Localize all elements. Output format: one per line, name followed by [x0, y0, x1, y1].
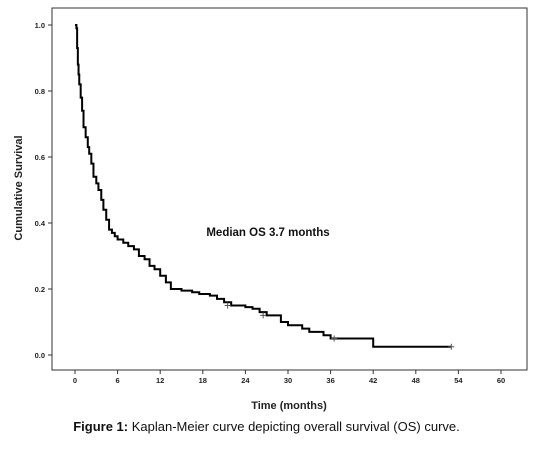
- x-tick-label: 24: [241, 376, 250, 385]
- y-tick-label: 0.8: [35, 87, 45, 96]
- plot-border: [51, 7, 528, 371]
- y-tick-label: 1.0: [35, 21, 45, 30]
- x-tick-label: 60: [497, 376, 505, 385]
- x-tick-label: 30: [284, 376, 292, 385]
- y-tick-label: 0.6: [35, 153, 45, 162]
- x-tick-label: 48: [412, 376, 420, 385]
- figure-caption: Figure 1: Kaplan-Meier curve depicting o…: [0, 418, 533, 436]
- y-tick-label: 0.4: [35, 219, 46, 228]
- caption-label: Figure 1:: [73, 419, 129, 434]
- x-tick-label: 6: [116, 376, 120, 385]
- censor-mark: [260, 312, 267, 319]
- censor-marks-layer: [224, 302, 455, 350]
- plot-frame: [51, 7, 528, 371]
- y-tick-label: 0.0: [35, 351, 45, 360]
- x-tick-label: 54: [454, 376, 463, 385]
- survival-curve: [75, 24, 452, 348]
- censor-mark: [331, 335, 338, 342]
- kaplan-meier-chart: 0 6 12 18 24 30 36 42 48 54 60 0.0 0.2 0.4 0.6 0.8 1.0 C…: [13, 7, 528, 412]
- x-tick-label: 36: [326, 376, 334, 385]
- median-os-annotation: Median OS 3.7 months: [206, 227, 329, 239]
- chart: 0 6 12 18 24 30 36 42 48 54 60 0.0 0.2 0.4 0.6 0.8 1.0 C…: [13, 7, 528, 412]
- censor-mark: [224, 302, 231, 309]
- x-axis-label: Time (months): [251, 400, 327, 412]
- x-tick-label: 12: [156, 376, 164, 385]
- x-tick-label: 0: [73, 376, 77, 385]
- axis-ticks: 0 6 12 18 24 30 36 42 48 54 60 0.0 0.2 0.4 0.6 0.8 1.0: [35, 21, 506, 385]
- y-axis-label: Cumulative Survival: [13, 135, 25, 240]
- survival-curve-layer: [75, 24, 452, 348]
- caption-text: Kaplan-Meier curve depicting overall sur…: [128, 419, 460, 434]
- x-tick-label: 42: [369, 376, 377, 385]
- x-tick-label: 18: [199, 376, 207, 385]
- censor-mark: [448, 343, 455, 350]
- y-tick-label: 0.2: [35, 285, 45, 294]
